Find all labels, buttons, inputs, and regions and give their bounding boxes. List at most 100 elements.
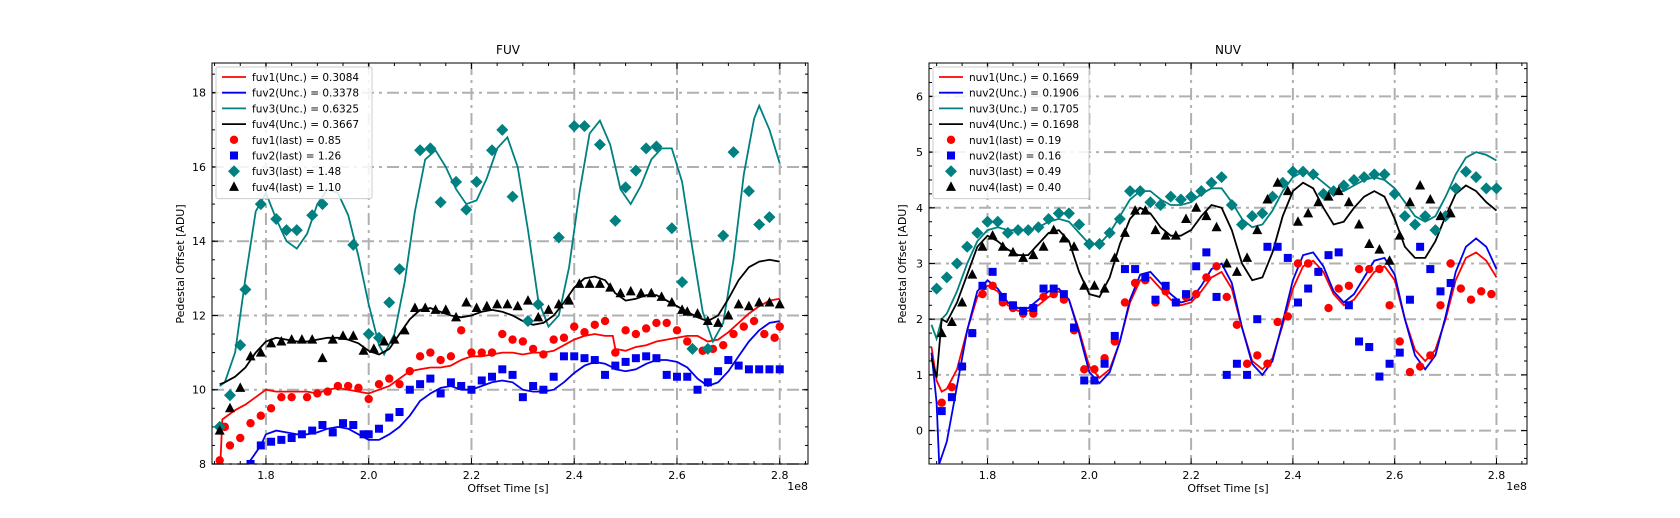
nuv-series-8-point xyxy=(1160,230,1171,240)
nuv-series-5-point xyxy=(1375,264,1384,274)
nuv-series-6-point xyxy=(1293,298,1302,307)
fuv-series-8-point xyxy=(584,278,595,288)
nuv-series-6-point xyxy=(1365,343,1374,352)
nuv-legend-item-8-label: nuv4(last) = 0.40 xyxy=(969,182,1061,194)
fuv-series-7-point xyxy=(270,212,283,225)
nuv-series-8-point xyxy=(1404,196,1415,207)
fuv-series-8-point xyxy=(605,282,616,292)
fuv-x-tick-label: 2.6 xyxy=(668,469,686,482)
nuv-series-7-point xyxy=(1409,218,1422,231)
nuv-series-7-point xyxy=(1480,182,1493,195)
nuv-series-6-point xyxy=(1008,301,1017,310)
nuv-series-7-point xyxy=(1042,212,1055,225)
fuv-series-5-point xyxy=(364,394,373,404)
nuv-x-tick-label: 2.6 xyxy=(1386,469,1404,482)
fuv-series-6-point xyxy=(416,380,425,389)
fuv-series-5-points xyxy=(215,316,784,464)
fuv-series-7-point xyxy=(619,181,632,194)
fuv-series-6-point xyxy=(457,382,466,391)
fuv-series-8-point xyxy=(512,300,523,311)
fuv-series-7-point xyxy=(578,120,591,133)
fuv-series-8-point xyxy=(553,298,564,309)
nuv-series-6-point xyxy=(1161,281,1170,290)
fuv-x-tick-label: 2.4 xyxy=(565,469,583,482)
fuv-series-7-point xyxy=(701,342,714,355)
nuv-series-7-point xyxy=(930,282,943,295)
fuv-series-7-point xyxy=(742,185,755,198)
nuv-series-8-point xyxy=(1028,249,1039,260)
nuv-series-5-point xyxy=(1415,362,1425,371)
fuv-series-5-point xyxy=(600,316,610,326)
nuv-series-6-point xyxy=(1436,287,1445,296)
fuv-series-8-point xyxy=(625,285,636,296)
fuv-series-5-point xyxy=(405,366,415,376)
nuv-plot-frame xyxy=(928,62,1528,465)
fuv-series-5-point xyxy=(580,327,589,337)
nuv-y-tick-label: 6 xyxy=(916,90,923,103)
fuv-series-6-point xyxy=(611,361,620,370)
fuv-series-6-point xyxy=(590,356,599,365)
nuv-series-8-point xyxy=(1282,185,1293,196)
fuv-series-8-point xyxy=(224,402,235,413)
nuv-series-5-point xyxy=(1446,259,1455,268)
fuv-y-tick-label: 16 xyxy=(192,161,206,174)
nuv-series-6-point xyxy=(1151,295,1160,304)
nuv-series-6-point xyxy=(1405,295,1414,304)
nuv-series-6-point xyxy=(1334,248,1343,257)
fuv-series-6-point xyxy=(683,372,692,381)
nuv-series-6-point xyxy=(1232,359,1241,368)
fuv-legend-item-2-label: fuv2(Unc.) = 0.3378 xyxy=(252,88,359,100)
nuv-series-8-point xyxy=(1252,224,1263,235)
nuv-y-axis-label: Pedestal Offset [ADU] xyxy=(896,204,909,323)
fuv-series-6-point xyxy=(703,378,712,387)
fuv-series-5-point xyxy=(436,355,445,365)
fuv-series-5-point xyxy=(385,374,394,383)
fuv-series-5-point xyxy=(236,433,245,443)
fuv-series-3-line xyxy=(219,103,781,387)
fuv-series-6-point xyxy=(328,428,337,437)
nuv-series-8-point xyxy=(1374,244,1385,254)
fuv-x-axis-label: Offset Time [s] xyxy=(467,482,548,495)
nuv-series-8-point xyxy=(1262,193,1273,204)
nuv-series-7-point xyxy=(1154,199,1167,212)
nuv-series-7-point xyxy=(1256,207,1269,220)
fuv-series-8-point xyxy=(692,308,703,318)
nuv-series-7-point xyxy=(1012,224,1025,237)
nuv-series-5-point xyxy=(1283,312,1293,321)
nuv-series-5-point xyxy=(1436,301,1445,310)
fuv-series-7-point xyxy=(753,218,766,231)
nuv-series-6-point xyxy=(1324,251,1333,260)
nuv-series-7-point xyxy=(1235,218,1248,231)
fuv-series-8-point xyxy=(379,335,390,346)
fuv-series-7-point xyxy=(434,196,447,209)
fuv-series-8-point xyxy=(682,306,693,316)
nuv-series-7-point xyxy=(1459,165,1472,178)
fuv-legend-item-6-label: fuv2(last) = 1.26 xyxy=(252,151,342,163)
fuv-series-8-point xyxy=(743,300,754,311)
nuv-y-tick-label: 1 xyxy=(916,369,923,382)
fuv-series-7-point xyxy=(593,138,606,151)
fuv-series-5-point xyxy=(570,322,579,331)
fuv-series-6-point xyxy=(349,421,358,430)
fuv-series-7-point xyxy=(552,231,565,244)
nuv-series-7-point xyxy=(1378,168,1391,181)
nuv-series-7-point xyxy=(1062,207,1075,220)
fuv-series-6-point xyxy=(621,357,630,366)
fuv-series-5-point xyxy=(477,348,486,357)
fuv-series-5-point xyxy=(770,333,779,342)
fuv-series-5-point xyxy=(313,389,322,398)
nuv-series-8-point xyxy=(1303,207,1314,218)
nuv-series-5-point xyxy=(1324,303,1333,313)
fuv-series-8-point xyxy=(440,304,451,314)
fuv-series-6-point xyxy=(446,378,455,387)
nuv-legend: nuv1(Unc.) = 0.1669 nuv2(Unc.) = 0.1906 nu… xyxy=(932,66,1090,200)
nuv-series-7-point xyxy=(1490,182,1503,195)
fuv-x-offset-label: 1e8 xyxy=(787,480,808,493)
nuv-series-8-point xyxy=(1333,185,1344,196)
fuv-series-6-point xyxy=(297,430,306,439)
nuv-series-8-point xyxy=(1201,210,1212,221)
fuv-series-7-point xyxy=(254,198,267,211)
fuv-series-7-point xyxy=(280,224,293,237)
fuv-series-8-point xyxy=(255,347,266,357)
fuv-y-axis-label: Pedestal Offset [ADU] xyxy=(174,204,187,323)
